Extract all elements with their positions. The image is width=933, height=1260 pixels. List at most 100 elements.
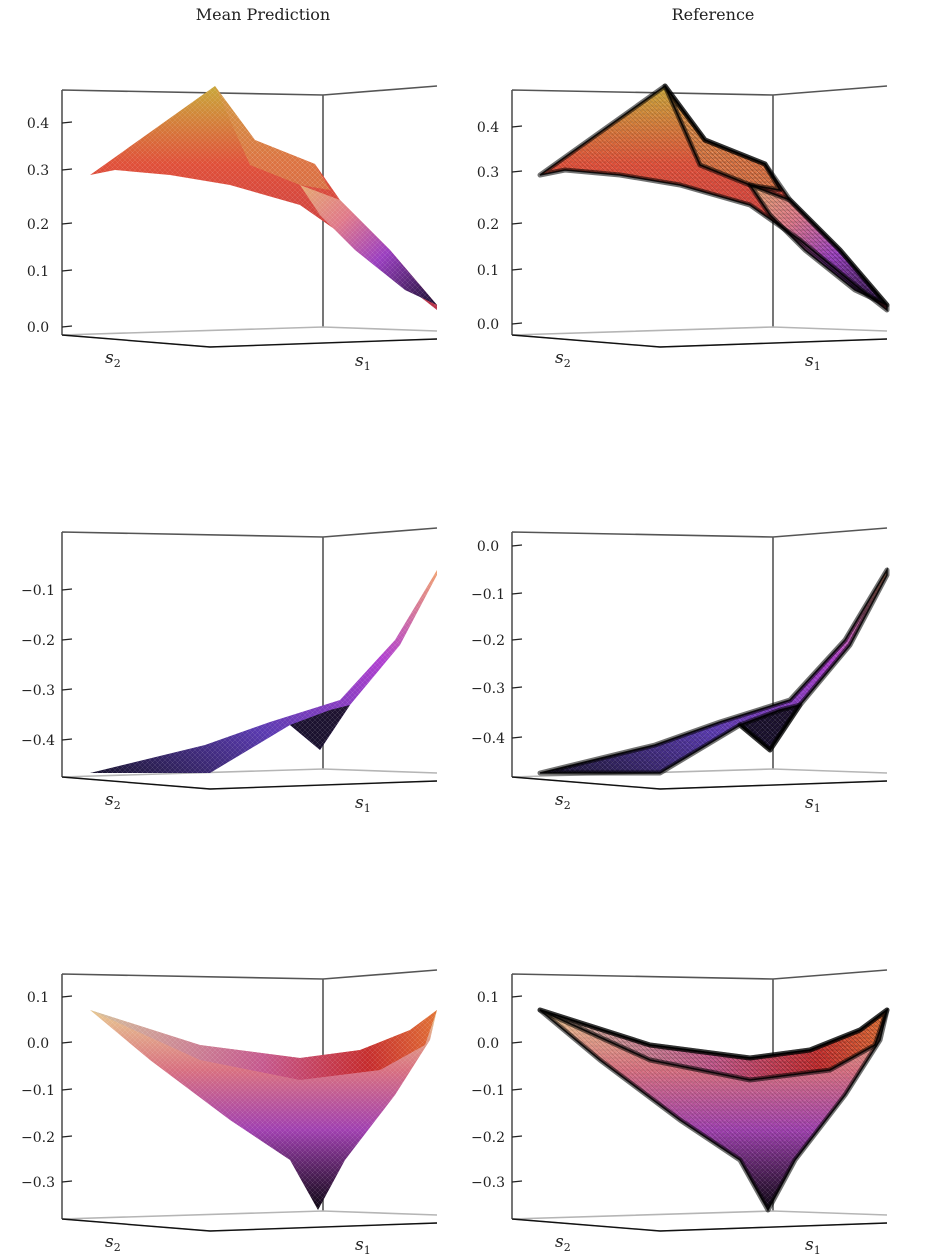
s2-axis-line [511, 776, 661, 790]
s1-axis-line [209, 780, 438, 790]
z-tick-label: 0.1 [27, 264, 49, 280]
s2-axis-label: s2 [555, 348, 571, 370]
surface-panel-reference-row-1: 0.0 0.1 0.2 0.3 0.4 s2 s1 [477, 83, 890, 373]
z-tick-label: −0.3 [471, 681, 505, 697]
s2-axis-label: s2 [555, 1232, 571, 1254]
z-tick-label: 0.0 [477, 317, 499, 333]
z-tick-label: −0.3 [471, 1175, 505, 1191]
column-title-mean-prediction: Mean Prediction [196, 5, 330, 24]
z-tick-mark [61, 738, 73, 741]
s2-axis-label: s2 [555, 790, 571, 812]
z-tick-label: −0.1 [471, 1083, 505, 1099]
z-tick-mark [61, 269, 73, 272]
z-tick-label: 0.1 [477, 263, 499, 279]
axes-floor [511, 326, 888, 348]
z-tick-mark [511, 125, 523, 128]
column-title-reference: Reference [672, 5, 755, 24]
z-tick-mark [511, 544, 523, 547]
z-tick-label: 0.0 [477, 1036, 499, 1052]
s1-axis-line [209, 1222, 438, 1232]
z-tick-mark [511, 686, 523, 689]
z-tick-mark [511, 736, 523, 739]
z-tick-mark [61, 168, 73, 171]
reference-wireframe [537, 567, 890, 776]
surface-mesh [90, 1010, 437, 1080]
z-tick-mark [61, 1135, 73, 1138]
s1-axis-label: s1 [355, 793, 371, 815]
s2-axis-label: s2 [105, 1232, 121, 1254]
z-tick-label: 0.1 [477, 990, 499, 1006]
z-tick-mark [511, 638, 523, 641]
s1-axis-label: s1 [805, 1235, 821, 1257]
z-tick-mark [511, 1088, 523, 1091]
surface-panel-mean-row-2: −0.1 −0.2 −0.3 −0.4 s2 s1 [21, 527, 438, 815]
s1-axis-label: s1 [355, 351, 371, 373]
z-tick-mark [61, 325, 73, 328]
z-tick-label: −0.1 [21, 583, 55, 599]
z-tick-mark [61, 1041, 73, 1044]
z-tick-label: 0.3 [477, 165, 499, 181]
surface-patch [90, 86, 437, 310]
surface-mesh [300, 185, 437, 305]
z-tick-mark [511, 1135, 523, 1138]
z-tick-mark [511, 592, 523, 595]
reference-wireframe [747, 182, 890, 308]
z-tick-label: 0.2 [477, 217, 499, 233]
surface-mesh [215, 86, 330, 190]
z-tick-mark [61, 688, 73, 691]
s1-axis-line [659, 338, 888, 348]
z-tick-mark [511, 322, 523, 325]
axes-floor [61, 1210, 438, 1232]
z-tick-label: −0.3 [21, 683, 55, 699]
surface-panel-reference-row-2: 0.0 −0.1 −0.2 −0.3 −0.4 s2 s1 [471, 527, 890, 815]
s1-axis-label: s1 [355, 1235, 371, 1257]
axes-floor [61, 326, 438, 348]
surface-panel-reference-row-3: 0.1 0.0 −0.1 −0.2 −0.3 s2 s1 [471, 969, 890, 1257]
z-tick-mark [511, 1041, 523, 1044]
z-tick-label: −0.4 [471, 731, 505, 747]
z-tick-label: −0.2 [471, 633, 505, 649]
z-tick-label: −0.2 [471, 1130, 505, 1146]
z-tick-label: 0.2 [27, 217, 49, 233]
z-tick-label: −0.3 [21, 1175, 55, 1191]
z-tick-label: 0.3 [27, 163, 49, 179]
z-tick-label: −0.1 [471, 587, 505, 603]
z-tick-mark [61, 1180, 73, 1183]
z-tick-mark [61, 588, 73, 591]
reference-wireframe-edge [747, 183, 888, 306]
z-tick-mark [61, 638, 73, 641]
z-tick-label: 0.4 [477, 120, 499, 136]
z-tick-label: −0.2 [21, 633, 55, 649]
z-tick-label: 0.0 [27, 320, 49, 336]
z-tick-mark [61, 222, 73, 225]
reference-wireframe-edge [738, 703, 802, 752]
z-tick-mark [61, 995, 73, 998]
surface-panel-mean-row-1: 0.0 0.1 0.2 0.3 0.4 s2 s1 [27, 85, 438, 373]
surface-mesh [90, 1010, 437, 1210]
z-tick-label: 0.0 [477, 539, 499, 555]
s2-axis-line [511, 1218, 661, 1232]
z-tick-label: −0.1 [21, 1083, 55, 1099]
z-tick-label: 0.1 [27, 990, 49, 1006]
surface-panel-mean-row-3: 0.1 0.0 −0.1 −0.2 −0.3 s2 s1 [21, 969, 438, 1257]
reference-wireframe-edge [664, 85, 782, 192]
z-tick-mark [511, 222, 523, 225]
axes-floor [511, 1210, 888, 1232]
s2-axis-line [61, 776, 211, 790]
s1-axis-label: s1 [805, 351, 821, 373]
z-tick-mark [511, 1180, 523, 1183]
z-tick-mark [511, 995, 523, 998]
surface-mesh [90, 86, 437, 310]
s2-axis-label: s2 [105, 790, 121, 812]
s2-axis-line [61, 1218, 211, 1232]
surface-mesh [90, 570, 437, 773]
s1-axis-line [209, 338, 438, 348]
s2-axis-line [61, 334, 211, 348]
s1-axis-label: s1 [805, 793, 821, 815]
surface-mesh [290, 705, 350, 750]
z-tick-label: 0.4 [27, 116, 49, 132]
s1-axis-line [659, 780, 888, 790]
z-tick-mark [511, 170, 523, 173]
z-tick-label: −0.4 [21, 733, 55, 749]
